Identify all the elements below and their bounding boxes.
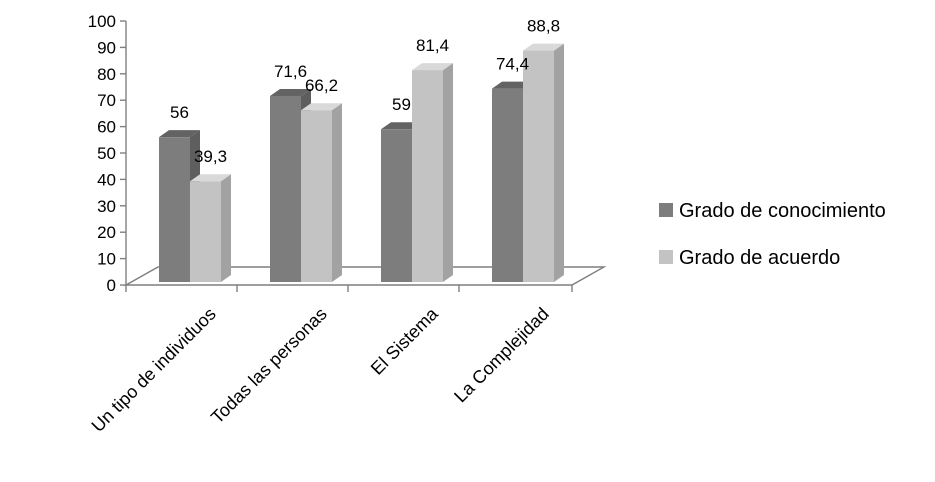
legend: Grado de conocimiento Grado de acuerdo	[659, 200, 886, 269]
bar-front-face	[301, 110, 332, 283]
bar-side-face	[443, 63, 453, 282]
x-category-label-1: Un tipo de individuos	[88, 304, 220, 436]
bar-top-face	[523, 43, 564, 51]
x-category-label-4: La Complejidad	[450, 304, 553, 407]
bar-top-face	[270, 88, 311, 96]
y-tick-label: 30	[97, 197, 116, 216]
data-label-acuerdo-1: 39,3	[194, 147, 227, 166]
y-tick-label: 0	[107, 276, 116, 295]
bar-side-face	[554, 43, 564, 283]
y-tick-label: 100	[88, 12, 116, 31]
bar-acuerdo-3	[412, 63, 453, 282]
x-category-label-3: El Sistema	[367, 303, 443, 379]
bar-top-face	[381, 122, 422, 130]
bar-acuerdo-1	[190, 174, 231, 282]
bar-top-face	[492, 81, 533, 89]
bar-front-face	[159, 137, 190, 282]
legend-label-conocimiento: Grado de conocimiento	[679, 200, 886, 222]
bar-front-face	[190, 181, 221, 282]
axis-layer: 0 10 20 30 40 50 60 70 80 90 100	[88, 12, 607, 295]
bar-top-face	[412, 63, 453, 71]
bar-front-face	[492, 88, 523, 282]
bar-side-face	[221, 174, 231, 282]
bar-top-face	[301, 103, 342, 111]
data-label-conocimiento-1: 56	[170, 103, 189, 122]
y-tick-label: 70	[97, 91, 116, 110]
legend-label-acuerdo: Grado de acuerdo	[679, 247, 840, 269]
y-tick-label: 20	[97, 223, 116, 242]
y-tick-label: 90	[97, 38, 116, 57]
y-tick-label: 10	[97, 250, 116, 269]
bar-front-face	[523, 50, 554, 283]
x-category-label-2: Todas las personas	[207, 304, 331, 428]
y-tick-label: 50	[97, 144, 116, 163]
data-label-conocimiento-4: 74,4	[496, 55, 529, 74]
bar-front-face	[412, 70, 443, 282]
legend-swatch-conocimiento	[659, 203, 673, 217]
y-tick-label: 40	[97, 170, 116, 189]
data-label-conocimiento-3: 59	[392, 95, 411, 114]
bars-layer	[159, 43, 564, 283]
data-label-acuerdo-2: 66,2	[305, 76, 338, 95]
bar-top-face	[159, 130, 200, 138]
data-label-acuerdo-3: 81,4	[416, 36, 449, 55]
data-label-conocimiento-2: 71,6	[274, 62, 307, 81]
bar-side-face	[332, 103, 342, 283]
y-tick-label: 60	[97, 118, 116, 137]
legend-swatch-acuerdo	[659, 250, 673, 264]
floor-plane	[123, 266, 607, 286]
data-label-acuerdo-4: 88,8	[527, 17, 560, 36]
y-tick-label: 80	[97, 65, 116, 84]
bar-front-face	[270, 95, 301, 282]
bar-front-face	[381, 129, 412, 282]
bar-acuerdo-2	[301, 103, 342, 283]
bar-acuerdo-4	[523, 43, 564, 283]
bar-top-face	[190, 174, 231, 182]
